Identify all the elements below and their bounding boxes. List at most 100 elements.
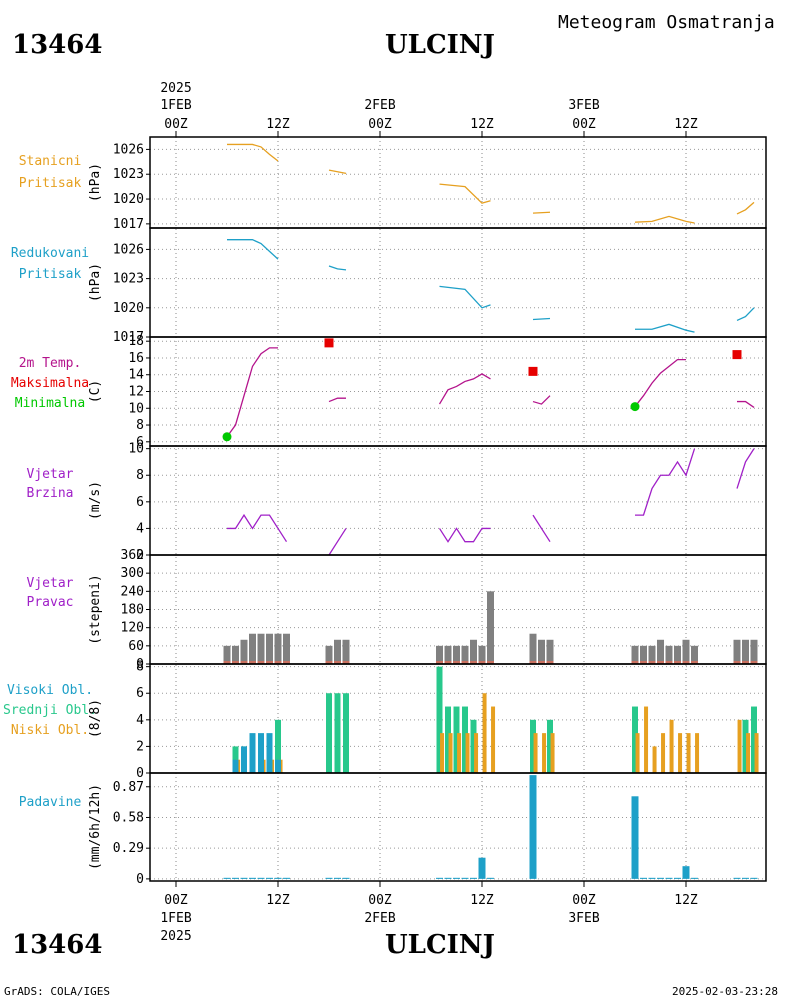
date-label-bottom: 2FEB (364, 911, 395, 926)
vjetar-pravac-bar-base (232, 661, 239, 664)
vjetar-pravac-bar-base (657, 661, 664, 664)
vjetar-brzina-line (532, 514, 551, 543)
vjetar-pravac-bar (674, 645, 681, 664)
vjetar-pravac-bar (283, 633, 290, 664)
niski-obl-bar (644, 706, 649, 773)
vjetar-pravac-bar (334, 639, 341, 664)
vjetar-brzina-ytick-label: 6 (136, 495, 144, 510)
time-tick-label-top: 00Z (164, 117, 188, 132)
vjetar-pravac-bar-base (648, 661, 656, 664)
time-tick-label-top: 00Z (368, 117, 392, 132)
vjetar-pravac-bar (274, 633, 282, 664)
srednji-obl-bar (742, 719, 749, 773)
niski-obl-bar (440, 733, 445, 773)
padavine-bar (657, 877, 664, 879)
niski-obl-bar (661, 733, 666, 773)
vjetar-pravac-bar-base (640, 661, 647, 664)
visoki-obl-bar (249, 733, 256, 773)
vjetar-pravac-bar (742, 639, 749, 664)
temperatura-ytick-label: 14 (128, 368, 144, 383)
srednji-obl-bar (232, 746, 239, 773)
vjetar-brzina-ytick-label: 8 (136, 468, 144, 483)
vjetar-pravac-bar-base (461, 661, 469, 664)
temperatura-ytick-label: 16 (128, 351, 144, 366)
vjetar-brzina-line (227, 513, 279, 530)
vjetar-pravac-bar (546, 639, 554, 664)
product-title: Meteogram Osmatranja (558, 12, 775, 33)
padavine-bar (249, 877, 256, 879)
visoki-obl-bar (258, 733, 264, 773)
vjetar-pravac-ytick-label: 240 (121, 584, 144, 599)
padavine-bar (665, 877, 673, 879)
niski-obl-bar (542, 733, 547, 773)
padavine-bar (470, 877, 477, 879)
vjetar-pravac-bar-base (266, 661, 273, 664)
vjetar-pravac-bar-base (742, 661, 749, 664)
stanicni-pritisak-ytick-label: 1020 (113, 192, 144, 207)
oblaci-label-1: Srednji Obl. (3, 703, 97, 718)
time-tick-label-bottom: 12Z (470, 893, 494, 908)
vjetar-pravac-bar (325, 645, 333, 664)
padavine-bar (674, 877, 681, 879)
padavine-bar (461, 877, 469, 879)
temperatura-ytick-label: 10 (128, 401, 144, 416)
vjetar-pravac-bar-base (538, 661, 545, 664)
niski-obl-bar (737, 719, 742, 773)
padavine-ytick-label: 0.58 (113, 810, 144, 825)
niski-obl-bar (550, 733, 555, 773)
visoki-obl-bar (241, 746, 247, 773)
padavine-bar (648, 877, 656, 879)
padavine-bar (232, 877, 239, 879)
vjetar-pravac-unit-label: (stepeni) (88, 574, 103, 644)
time-tick-label-top: 00Z (572, 117, 596, 132)
year-label-top: 2025 (160, 81, 191, 96)
vjetar-pravac-ytick-label: 60 (128, 639, 144, 654)
srednji-obl-bar (462, 706, 468, 773)
redukovani-pritisak-label-0: Redukovani (11, 246, 89, 261)
vjetar-pravac-bar (436, 645, 443, 664)
station-id-bottom: 13464 (12, 930, 103, 960)
vjetar-brzina-line (635, 448, 696, 516)
vjetar-brzina-ytick-label: 4 (136, 521, 144, 536)
vjetar-pravac-bar (478, 645, 486, 664)
stanicni-pritisak-line (634, 215, 695, 224)
vjetar-pravac-bar-base (750, 661, 758, 664)
redukovani-pritisak-ytick-label: 1017 (113, 330, 144, 345)
vjetar-pravac-bar-base (257, 661, 265, 664)
temp-max-marker (732, 350, 742, 360)
vjetar-pravac-bar-base (453, 661, 460, 664)
visoki-obl-bar (275, 759, 281, 773)
vjetar-pravac-bar-base (674, 661, 681, 664)
oblaci-ytick-label: 6 (136, 686, 144, 701)
vjetar-pravac-bar-base (325, 661, 333, 664)
padavine-frame (149, 772, 767, 882)
padavine-bar (691, 877, 698, 879)
padavine-bar (487, 877, 494, 879)
niski-obl-bar (678, 733, 683, 773)
vjetar-pravac-bar-base (274, 661, 282, 664)
vjetar-pravac-bar (640, 645, 647, 664)
oblaci-ytick-label: 0 (136, 766, 144, 781)
temperatura-label-1: Maksimalna (11, 376, 89, 391)
padavine-bar (631, 796, 639, 879)
padavine-bar (640, 877, 647, 879)
vjetar-pravac-bar (223, 645, 231, 664)
temp-max-marker (528, 366, 538, 376)
vjetar-pravac-bar (240, 639, 248, 664)
vjetar-pravac-bar (529, 633, 537, 664)
vjetar-pravac-label-1: Pravac (27, 595, 74, 610)
vjetar-pravac-bar (342, 639, 350, 664)
vjetar-pravac-ytick-label: 300 (121, 566, 144, 581)
station-name-top: ULCINJ (385, 30, 495, 60)
niski-obl-bar (669, 719, 674, 773)
redukovani-pritisak-line (328, 265, 347, 271)
time-tick-label-top: 12Z (674, 117, 698, 132)
vjetar-pravac-ytick-label: 180 (121, 603, 144, 618)
stanicni-pritisak-label-1: Pritisak (19, 176, 82, 191)
vjetar-pravac-bar (750, 639, 758, 664)
credit: GrADS: COLA/IGES (4, 985, 110, 998)
station-id-top: 13464 (12, 30, 103, 60)
niski-obl-bar (746, 733, 751, 773)
padavine-bar (444, 877, 452, 879)
date-label-top: 1FEB (160, 98, 191, 113)
